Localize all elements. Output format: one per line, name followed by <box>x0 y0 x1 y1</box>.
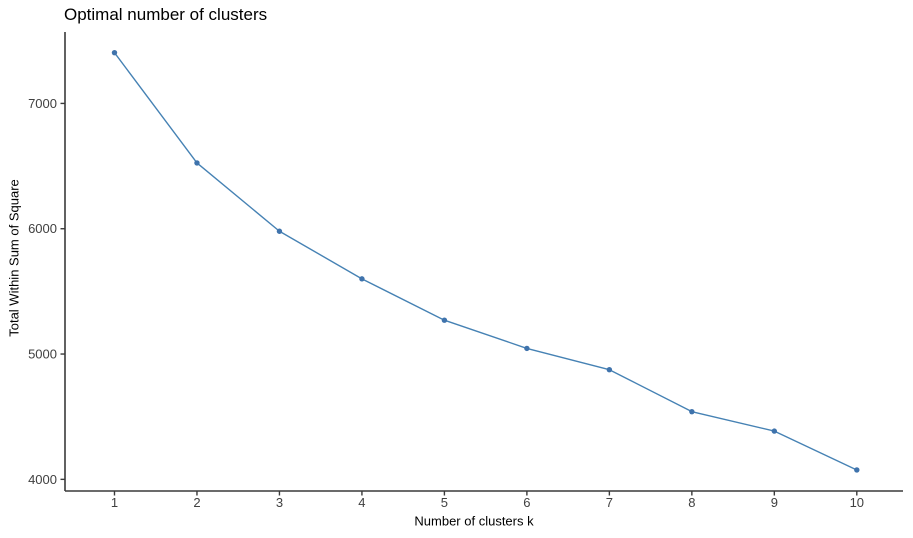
x-tick-label: 9 <box>771 495 778 510</box>
x-tick-label: 4 <box>358 495 365 510</box>
y-tick-label: 5000 <box>28 347 57 362</box>
data-point <box>689 408 695 415</box>
y-tick-label: 7000 <box>28 96 57 111</box>
y-tick-label: 4000 <box>28 472 57 487</box>
x-tick-label: 3 <box>276 495 283 510</box>
x-tick-label: 5 <box>441 495 448 510</box>
x-tick-label: 7 <box>606 495 613 510</box>
data-point <box>359 276 365 282</box>
chart-title: Optimal number of clusters <box>64 5 268 24</box>
data-point <box>606 367 613 373</box>
data-point <box>854 467 860 473</box>
x-tick-label: 10 <box>850 495 864 510</box>
data-point <box>771 428 778 434</box>
data-point <box>111 49 118 56</box>
data-line <box>113 51 858 471</box>
x-tick-label: 2 <box>193 495 200 510</box>
x-tick-label: 8 <box>688 495 695 510</box>
x-tick-label: 6 <box>523 495 530 510</box>
data-point <box>194 160 200 166</box>
x-tick-label: 1 <box>111 495 118 510</box>
y-tick-label: 6000 <box>28 221 57 236</box>
data-point <box>276 228 283 234</box>
x-axis-title: Number of clusters k <box>414 513 534 529</box>
data-point <box>441 317 448 323</box>
data-point <box>524 345 530 352</box>
